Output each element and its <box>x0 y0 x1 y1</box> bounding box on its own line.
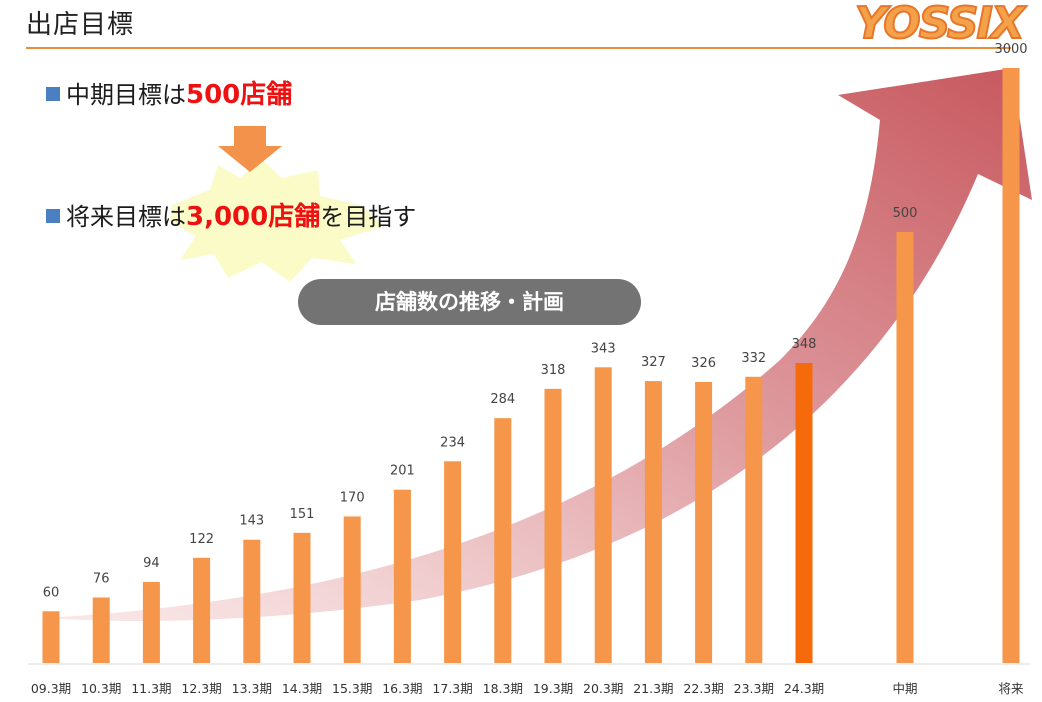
bar-11.3期 <box>142 581 160 663</box>
page-title: 出店目標 <box>26 10 135 40</box>
bar-20.3期 <box>594 367 612 663</box>
bullet-prefix: 将来目標は <box>66 203 186 231</box>
chart-title-pill: 店舗数の推移・計画 <box>298 279 641 325</box>
bars-layer <box>42 68 1020 663</box>
value-label: 201 <box>390 464 415 479</box>
category-label: 14.3期 <box>282 681 322 696</box>
category-label: 15.3期 <box>332 681 372 696</box>
bullet-square-icon <box>46 87 60 101</box>
category-label: 21.3期 <box>633 681 673 696</box>
value-label: 327 <box>641 355 666 370</box>
bar-24.3期 <box>795 363 813 663</box>
down-arrow-icon <box>218 126 282 172</box>
category-label: 17.3期 <box>432 681 472 696</box>
value-label: 343 <box>591 341 616 356</box>
bullet-long-term: 将来目標は3,000店舗を目指す <box>46 196 416 233</box>
category-label: 16.3期 <box>382 681 422 696</box>
value-label: 143 <box>239 514 264 529</box>
bullet-square-icon <box>46 209 60 223</box>
title-divider <box>26 47 1011 49</box>
value-label: 332 <box>741 351 766 366</box>
value-label: 318 <box>541 363 566 378</box>
bar-12.3期 <box>193 557 211 663</box>
bullet-mid-term: 中期目標は500店舗 <box>46 74 292 111</box>
brand-logo: YOSSIX <box>854 0 1026 50</box>
category-label: 11.3期 <box>131 681 171 696</box>
value-label: 284 <box>490 392 515 407</box>
category-label: 22.3期 <box>683 681 723 696</box>
bullet-highlight: 3,000店舗 <box>186 202 321 232</box>
value-label: 94 <box>143 556 160 571</box>
value-label: 348 <box>792 337 817 352</box>
bar-15.3期 <box>343 516 361 663</box>
category-label: 将来 <box>998 681 1024 696</box>
category-label: 19.3期 <box>533 681 573 696</box>
growth-arrow-icon <box>45 68 1032 621</box>
value-label: 76 <box>93 571 110 586</box>
value-labels-layer: 60 76 94 122 143 151 170 201 234 284 318 343 327 326 3… <box>43 42 1028 600</box>
bullet-highlight: 500店舗 <box>186 80 293 110</box>
category-label: 12.3期 <box>181 681 221 696</box>
category-label: 13.3期 <box>232 681 272 696</box>
category-label: 23.3期 <box>734 681 774 696</box>
category-label: 中期 <box>892 681 917 696</box>
bar-21.3期 <box>644 381 662 663</box>
bar-13.3期 <box>243 539 261 663</box>
category-label: 10.3期 <box>81 681 121 696</box>
value-label: 500 <box>893 206 918 221</box>
category-label: 20.3期 <box>583 681 623 696</box>
bullet-suffix: を目指す <box>320 203 417 231</box>
value-label: 60 <box>43 585 60 600</box>
bar-19.3期 <box>544 388 562 663</box>
value-label: 326 <box>691 356 716 371</box>
category-label: 18.3期 <box>483 681 523 696</box>
value-label: 234 <box>440 435 465 450</box>
bar-23.3期 <box>745 376 763 663</box>
bar-中期 <box>896 231 914 663</box>
bar-18.3期 <box>494 418 512 663</box>
bar-16.3期 <box>393 489 411 663</box>
bar-17.3期 <box>444 461 462 663</box>
bar-22.3期 <box>695 381 713 663</box>
value-label: 3000 <box>994 42 1027 57</box>
bar-将来 <box>1002 68 1020 663</box>
bar-14.3期 <box>293 532 311 663</box>
category-labels-layer: 09.3期 10.3期 11.3期 12.3期 13.3期 14.3期 15.3期 16.3期… <box>31 681 1024 696</box>
bullet-prefix: 中期目標は <box>66 81 186 109</box>
bar-09.3期 <box>42 611 60 663</box>
category-label: 24.3期 <box>784 681 824 696</box>
starburst-icon <box>170 160 384 282</box>
category-label: 09.3期 <box>31 681 71 696</box>
bar-10.3期 <box>92 597 110 663</box>
value-label: 122 <box>189 532 214 547</box>
value-label: 151 <box>290 507 315 522</box>
value-label: 170 <box>340 490 365 505</box>
